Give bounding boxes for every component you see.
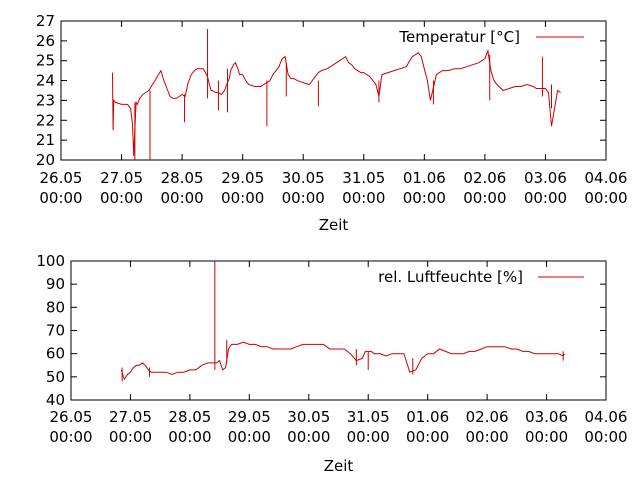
x-tick-date: 27.05 (109, 408, 152, 426)
x-tick-time: 00:00 (525, 428, 568, 446)
x-tick-date: 30.05 (282, 169, 325, 187)
x-tick-date: 28.05 (168, 408, 211, 426)
x-tick-time: 00:00 (160, 189, 203, 207)
y-tick-label: 40 (46, 391, 65, 409)
x-tick-date: 27.05 (100, 169, 143, 187)
y-tick-label: 70 (46, 322, 65, 340)
x-tick-time: 00:00 (221, 189, 264, 207)
x-tick-time: 00:00 (342, 189, 385, 207)
x-tick-time: 00:00 (228, 428, 271, 446)
x-tick-date: 29.05 (221, 169, 264, 187)
legend-label: rel. Luftfeuchte [%] (378, 268, 523, 286)
y-tick-label: 21 (36, 131, 55, 149)
x-tick-date: 26.05 (40, 169, 83, 187)
x-tick-time: 00:00 (287, 428, 330, 446)
x-tick-time: 00:00 (100, 189, 143, 207)
x-tick-date: 04.06 (585, 408, 628, 426)
y-tick-label: 24 (36, 72, 55, 90)
x-tick-time: 00:00 (584, 189, 627, 207)
x-tick-date: 29.05 (228, 408, 271, 426)
y-tick-label: 50 (46, 368, 65, 386)
y-tick-label: 26 (36, 32, 55, 50)
y-tick-label: 25 (36, 52, 55, 70)
series-line (112, 48, 561, 157)
plot-frame (60, 20, 607, 161)
x-tick-time: 00:00 (584, 428, 627, 446)
x-tick-time: 00:00 (39, 189, 82, 207)
x-tick-date: 31.05 (347, 408, 390, 426)
x-tick-date: 02.06 (466, 408, 509, 426)
x-tick-time: 00:00 (282, 189, 325, 207)
x-tick-date: 04.06 (585, 169, 628, 187)
y-tick-label: 90 (46, 275, 65, 293)
humidity-chart: 40 50 60 70 80 90 100 26.05 00:00 27.05 00:00 28.05… (36, 252, 627, 475)
y-tick-label: 23 (36, 91, 55, 109)
x-axis-label: Zeit (319, 216, 349, 234)
x-tick-time: 00:00 (465, 428, 508, 446)
x-tick-date: 01.06 (406, 408, 449, 426)
y-tick-label: 20 (36, 151, 55, 169)
x-tick-time: 00:00 (403, 189, 446, 207)
x-tick-date: 30.05 (287, 408, 330, 426)
series-line (121, 341, 565, 381)
x-tick-time: 00:00 (463, 189, 506, 207)
x-tick-time: 00:00 (406, 428, 449, 446)
x-tick-time: 00:00 (524, 189, 567, 207)
x-tick-time: 00:00 (347, 428, 390, 446)
plot-frame (70, 260, 607, 401)
x-tick-time: 00:00 (49, 428, 92, 446)
y-tick-label: 22 (36, 111, 55, 129)
y-tick-label: 27 (36, 12, 55, 30)
x-tick-date: 31.05 (342, 169, 385, 187)
x-tick-time: 00:00 (168, 428, 211, 446)
x-tick-date: 01.06 (403, 169, 446, 187)
y-tick-label: 60 (46, 345, 65, 363)
y-tick-label: 80 (46, 298, 65, 316)
x-tick-date: 03.06 (525, 408, 568, 426)
x-tick-date: 28.05 (161, 169, 204, 187)
x-tick-time: 00:00 (109, 428, 152, 446)
legend-label: Temperatur [°C] (398, 28, 520, 46)
y-tick-label: 100 (36, 252, 65, 270)
x-tick-date: 02.06 (463, 169, 506, 187)
x-tick-date: 03.06 (524, 169, 567, 187)
x-tick-date: 26.05 (50, 408, 93, 426)
x-axis-label: Zeit (324, 457, 354, 475)
